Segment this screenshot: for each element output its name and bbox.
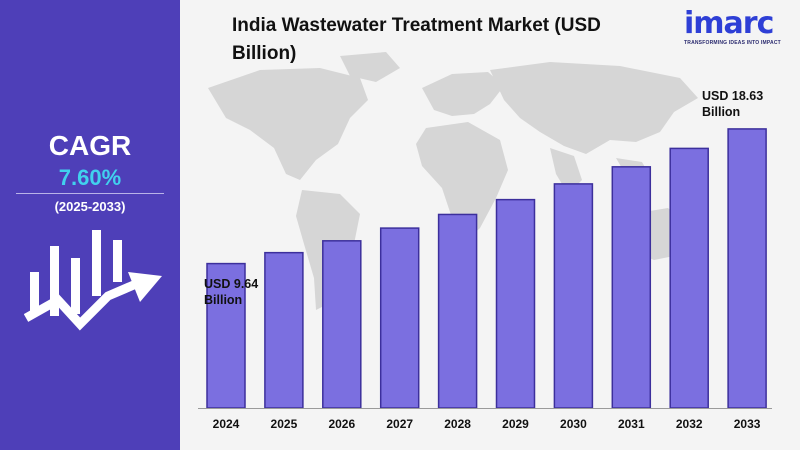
x-tick-label-2028: 2028 <box>444 417 471 431</box>
callout-last-line1: USD 18.63 <box>702 88 763 104</box>
bar-2031 <box>612 167 650 408</box>
bar-2027 <box>381 228 419 408</box>
bar-2028 <box>439 214 477 408</box>
x-tick-label-2027: 2027 <box>386 417 413 431</box>
callout-first-line1: USD 9.64 <box>204 276 258 292</box>
callout-last-value: USD 18.63 Billion <box>702 88 763 120</box>
x-tick-label-2024: 2024 <box>213 417 240 431</box>
bar-2029 <box>497 200 535 408</box>
x-tick-label-2033: 2033 <box>734 417 761 431</box>
bar-2026 <box>323 241 361 408</box>
bar-2025 <box>265 253 303 408</box>
bar-2030 <box>554 184 592 408</box>
bar-2033 <box>728 129 766 408</box>
callout-last-line2: Billion <box>702 104 763 120</box>
x-tick-label-2029: 2029 <box>502 417 529 431</box>
x-tick-label-2032: 2032 <box>676 417 703 431</box>
callout-first-value: USD 9.64 Billion <box>204 276 258 308</box>
x-tick-label-2026: 2026 <box>328 417 355 431</box>
x-tick-label-2031: 2031 <box>618 417 645 431</box>
callout-first-line2: Billion <box>204 292 258 308</box>
x-tick-label-2025: 2025 <box>271 417 298 431</box>
x-tick-label-2030: 2030 <box>560 417 587 431</box>
bar-2032 <box>670 148 708 408</box>
